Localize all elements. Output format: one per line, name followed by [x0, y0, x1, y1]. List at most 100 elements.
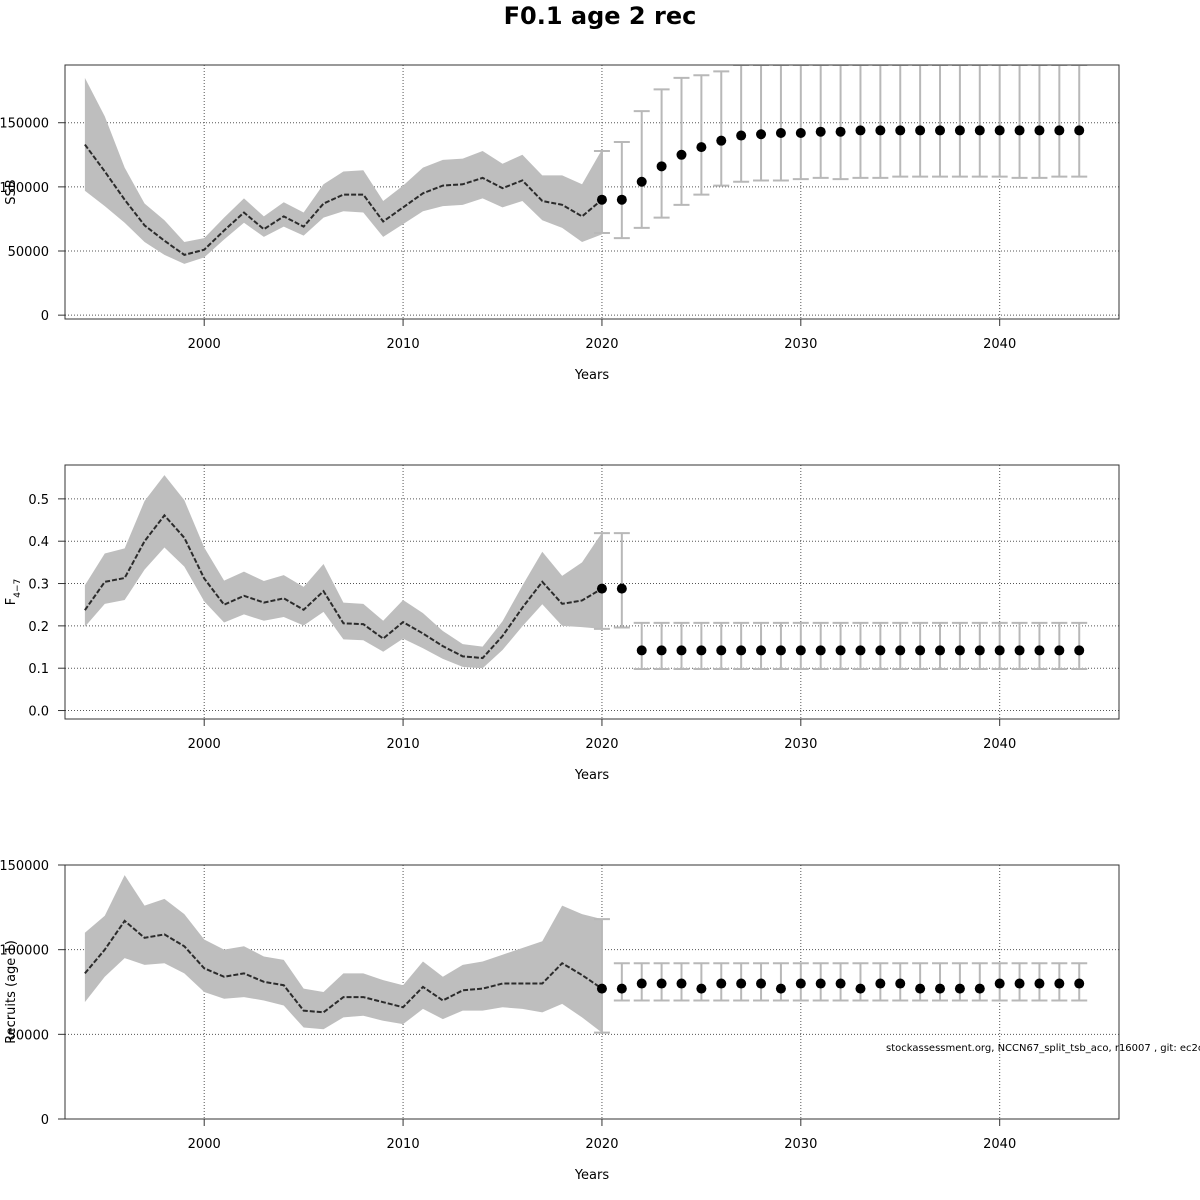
ssb-forecast-point [815, 126, 826, 137]
ssb-xtick-label: 2030 [784, 337, 817, 352]
ssb-forecast-point [954, 125, 965, 136]
f-xtick-label: 2030 [784, 737, 817, 752]
recruits-ytick-label: 50000 [8, 1028, 49, 1043]
recruits-forecast-point [636, 978, 647, 989]
f-forecast-point [596, 583, 607, 594]
f-ytick-label: 0.4 [28, 535, 49, 550]
recruits-forecast-point [696, 983, 707, 994]
ssb-forecast-point [1074, 125, 1085, 136]
f-forecast-point [775, 645, 786, 656]
ssb-forecast-point [915, 125, 926, 136]
recruits-forecast-point [994, 978, 1005, 989]
ssb-forecast-point [696, 142, 707, 153]
ssb-forecast-point [935, 125, 946, 136]
ssb-forecast-point [1014, 125, 1025, 136]
ssb-forecast-point [775, 127, 786, 138]
f-forecast-point [815, 645, 826, 656]
recruits-forecast-point [915, 983, 926, 994]
ssb-forecast-point [994, 125, 1005, 136]
ssb-forecast-point [795, 127, 806, 138]
ssb-xlabel: Years [574, 368, 610, 383]
f-forecast-point [756, 645, 767, 656]
f-forecast-point [935, 645, 946, 656]
recruits-forecast-point [835, 978, 846, 989]
f-ytick-label: 0.5 [28, 493, 49, 508]
ssb-forecast-point [1034, 125, 1045, 136]
panel-ssb: 2000 2010 2020 2030 2040 0 50000 100000 150000 Ye… [0, 64, 1120, 383]
f-xtick-label: 2020 [585, 737, 618, 752]
recruits-forecast-point [676, 978, 687, 989]
recruits-forecast-point [1054, 978, 1065, 989]
f-confidence-band [84, 475, 602, 669]
ssb-forecast-point [716, 135, 727, 146]
f-forecast-point [994, 645, 1005, 656]
recruits-forecast-point [935, 983, 946, 994]
f-forecast-point [656, 645, 667, 656]
panel-f: 2000 2010 2020 2030 2040 0.0 0.1 0.2 0.3 0.4 0.5 Ye… [4, 464, 1120, 783]
f-forecast-point [795, 645, 806, 656]
ssb-forecast-point [1054, 125, 1065, 136]
ssb-xtick-label: 2020 [585, 337, 618, 352]
f-forecast-point [736, 645, 747, 656]
recruits-forecast-point [855, 983, 866, 994]
f-forecast-point [915, 645, 926, 656]
ssb-xtick-label: 2040 [983, 337, 1016, 352]
recruits-forecast-point [736, 978, 747, 989]
f-forecast-point [716, 645, 727, 656]
ssb-ytick-label: 50000 [8, 245, 49, 260]
f-forecast-point [835, 645, 846, 656]
f-forecast-point [1074, 645, 1085, 656]
ssb-forecast-point [875, 125, 886, 136]
f-ytick-label: 0.1 [28, 662, 49, 677]
recruits-xtick-label: 2010 [387, 1137, 420, 1152]
f-ylabel-subscript: 4−7 [13, 579, 23, 598]
ssb-forecast-point [676, 149, 687, 160]
recruits-xtick-label: 2040 [983, 1137, 1016, 1152]
recruits-plot-area [65, 865, 1119, 1119]
recruits-confidence-band [84, 875, 602, 1033]
f-ylabel: F4−7 [4, 579, 23, 605]
ssb-ytick-label: 0 [41, 309, 49, 324]
ssb-forecast-point [736, 130, 747, 141]
recruits-forecast-point [815, 978, 826, 989]
ssb-xtick-label: 2010 [387, 337, 420, 352]
recruits-forecast-point [974, 983, 985, 994]
recruits-ylabel: Recruits (age 1) [4, 940, 19, 1044]
ssb-forecast-point [756, 129, 767, 140]
ssb-forecast-point [855, 125, 866, 136]
recruits-ytick-label: 150000 [0, 859, 49, 874]
recruits-forecast-point [716, 978, 727, 989]
recruits-forecast-point [756, 978, 767, 989]
recruits-forecast-point [875, 978, 886, 989]
recruits-forecast-point [895, 978, 906, 989]
recruits-forecast-point [596, 983, 607, 994]
ssb-forecast-point [596, 194, 607, 205]
f-xlabel: Years [574, 768, 610, 783]
f-forecast-point [895, 645, 906, 656]
ssb-ytick-label: 100000 [0, 181, 49, 196]
ssb-frame [64, 64, 1120, 320]
f-forecast-point [636, 645, 647, 656]
ssb-estimate-line [84, 143, 603, 256]
f-ytick-label: 0.0 [28, 705, 49, 720]
f-forecast-point [875, 645, 886, 656]
chart-title: F0.1 age 2 rec [503, 2, 697, 30]
recruits-xtick-label: 2030 [784, 1137, 817, 1152]
recruits-forecast-point [775, 983, 786, 994]
recruits-forecast-point [1014, 978, 1025, 989]
ssb-forecast-point [616, 194, 627, 205]
ssb-forecast-point [636, 176, 647, 187]
ssb-plot-area [65, 65, 1119, 319]
ssb-xtick-label: 2000 [188, 337, 221, 352]
recruits-estimate-line [84, 919, 603, 1014]
f-xtick-label: 2010 [387, 737, 420, 752]
recruits-forecast-point [1034, 978, 1045, 989]
f-forecast-point [954, 645, 965, 656]
ssb-confidence-band [84, 77, 602, 264]
recruits-forecast-point [795, 978, 806, 989]
recruits-frame [64, 864, 1120, 1120]
recruits-xlabel: Years [574, 1168, 610, 1183]
ssb-forecast-point [656, 161, 667, 172]
ssb-forecast-point [835, 126, 846, 137]
